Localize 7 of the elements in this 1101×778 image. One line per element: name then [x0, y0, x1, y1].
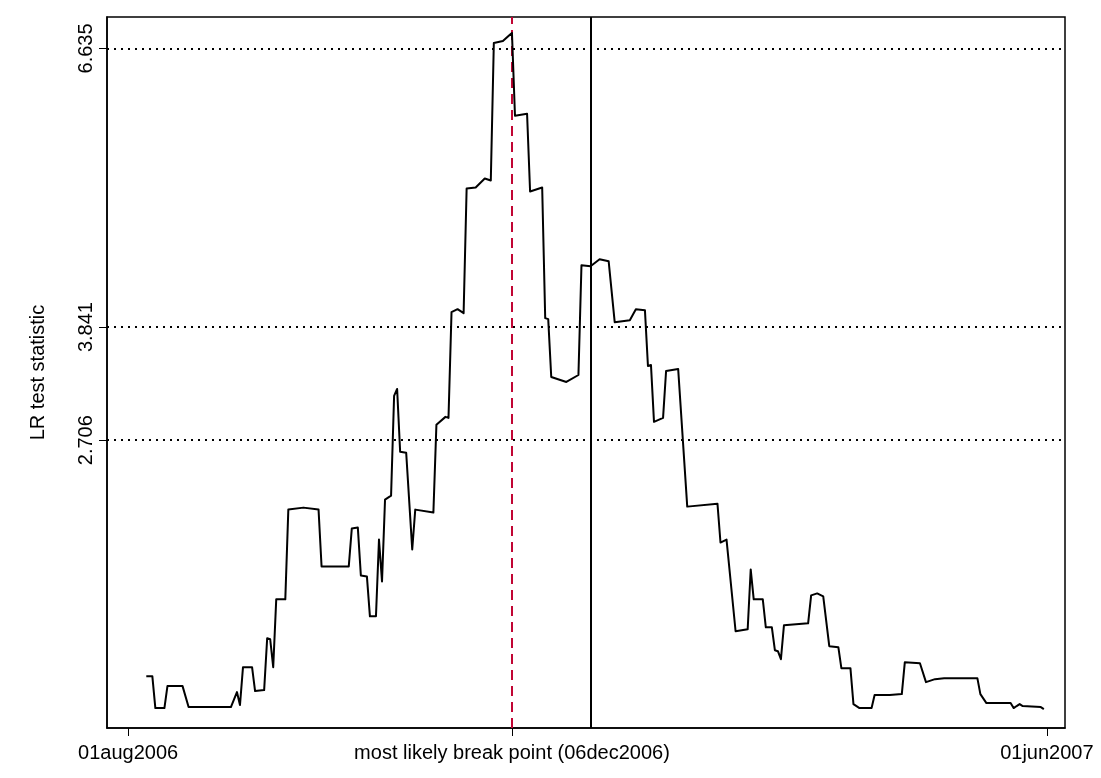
- y-tick-label: 6.635: [74, 23, 96, 74]
- x-tick-label: 01jun2007: [1000, 741, 1094, 763]
- x-tick-label: 01aug2006: [78, 741, 179, 763]
- y-tick-label: 2.706: [74, 415, 96, 466]
- y-axis-title: LR test statistic: [26, 304, 48, 441]
- x-tick-label: most likely break point (06dec2006): [354, 741, 670, 763]
- y-tick-label: 3.841: [74, 302, 96, 353]
